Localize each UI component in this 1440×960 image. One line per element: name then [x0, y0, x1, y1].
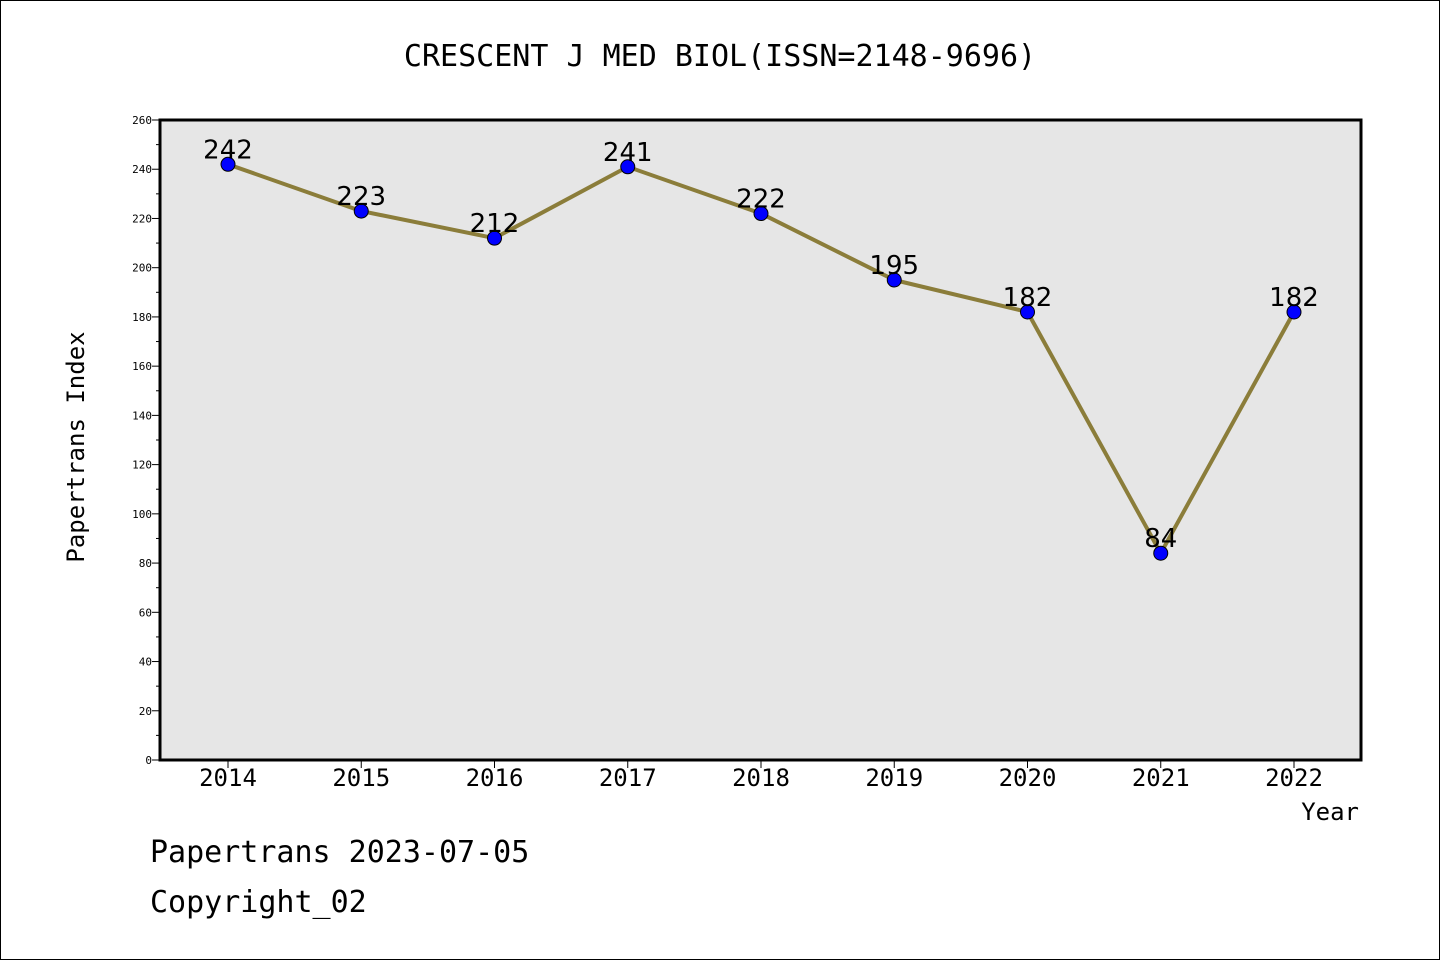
- chart-title: CRESCENT J MED BIOL(ISSN=2148-9696): [404, 39, 1036, 74]
- y-axis-label: Papertrans Index: [62, 331, 90, 562]
- y-axis: 0 20 40 60 80 100 120 140 160 180 200 220 240 260: [132, 114, 160, 767]
- data-label: 195: [869, 251, 919, 281]
- data-label: 182: [1269, 283, 1319, 313]
- footer-date: Papertrans 2023-07-05: [150, 835, 530, 870]
- x-tick-label: 2018: [732, 764, 790, 792]
- data-point: [1286, 304, 1302, 320]
- series-layer: 242 223 212 241 222 195 182 84 182: [203, 135, 1319, 561]
- y-tick-label: 20: [139, 705, 152, 718]
- plot-area: [158, 118, 1363, 762]
- data-point: [886, 272, 902, 288]
- x-axis: 2014 2015 2016 2017 2018 2019 2020 2021 2022: [199, 760, 1323, 792]
- x-tick-label: 2022: [1265, 764, 1323, 792]
- data-label: 212: [470, 209, 520, 239]
- x-tick-label: 2020: [999, 764, 1057, 792]
- x-tick-label: 2015: [332, 764, 390, 792]
- data-point: [753, 206, 769, 222]
- data-label: 84: [1144, 524, 1177, 554]
- y-tick-label: 100: [132, 508, 152, 521]
- y-tick-label: 0: [145, 754, 152, 767]
- x-tick-label: 2017: [599, 764, 657, 792]
- data-label: 182: [1003, 283, 1053, 313]
- x-tick-label: 2016: [466, 764, 524, 792]
- x-tick-label: 2019: [865, 764, 923, 792]
- y-tick-label: 140: [132, 409, 152, 422]
- x-tick-label: 2021: [1132, 764, 1190, 792]
- data-point: [220, 156, 236, 172]
- x-axis-label: Year: [1301, 798, 1359, 826]
- x-tick-label: 2014: [199, 764, 257, 792]
- y-tick-label: 80: [139, 557, 152, 570]
- data-label: 242: [203, 135, 253, 165]
- data-point: [487, 230, 502, 246]
- y-tick-label: 120: [132, 459, 152, 472]
- y-tick-label: 160: [132, 360, 152, 373]
- data-point: [1020, 304, 1035, 320]
- y-tick-label: 200: [132, 262, 152, 275]
- footer-copyright: Copyright_02: [150, 885, 367, 920]
- data-point: [353, 203, 369, 219]
- y-tick-label: 220: [132, 212, 152, 225]
- data-label: 222: [736, 185, 786, 215]
- data-point: [1153, 545, 1169, 561]
- data-label: 223: [336, 182, 386, 212]
- data-point: [620, 159, 636, 175]
- y-tick-label: 60: [139, 606, 152, 619]
- y-tick-label: 240: [132, 163, 152, 176]
- y-tick-label: 40: [139, 656, 152, 669]
- data-label: 241: [603, 138, 653, 168]
- y-tick-label: 180: [132, 311, 152, 324]
- y-tick-label: 260: [132, 114, 152, 127]
